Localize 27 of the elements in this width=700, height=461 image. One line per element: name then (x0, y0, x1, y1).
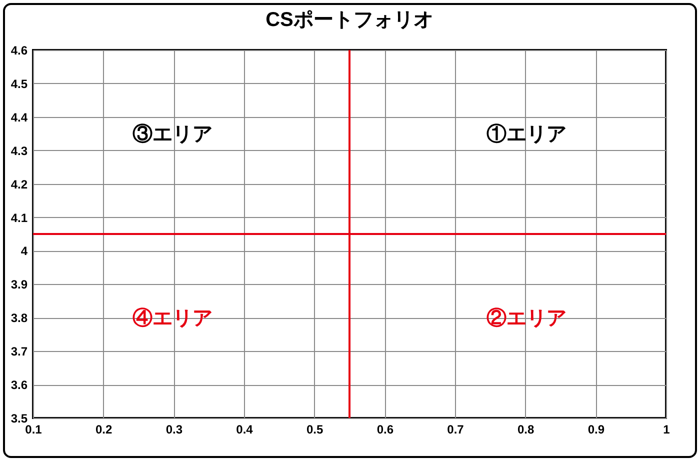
y-tick-label: 4.1 (10, 210, 28, 225)
y-tick-label: 4.5 (10, 76, 28, 91)
x-tick-label: 0.8 (517, 422, 534, 436)
y-tick-label: 4.6 (10, 44, 28, 58)
x-tick-label: 0.5 (306, 422, 324, 436)
x-tick-label: 0.4 (236, 422, 254, 436)
y-tick-label: 3.9 (10, 278, 28, 292)
y-tick-label: 4.3 (10, 144, 28, 158)
y-tick-label: 4.2 (10, 177, 28, 192)
annotation: ④エリア (132, 308, 212, 330)
annotation: ①エリア (486, 124, 567, 146)
x-tick-label: 0.9 (588, 422, 605, 436)
y-tick-label: 3.6 (10, 378, 28, 392)
x-tick-label: 0.2 (95, 422, 112, 436)
y-tick-label: 4.4 (10, 110, 28, 124)
chart-title: CSポートフォリオ (266, 9, 434, 31)
annotation: ②エリア (486, 308, 567, 330)
y-tick-label: 4 (20, 244, 28, 258)
x-tick-label: 0.6 (376, 422, 394, 436)
x-tick-label: 0.3 (166, 422, 183, 436)
y-tick-label: 3.5 (10, 412, 28, 426)
x-tick-label: 1 (663, 422, 670, 436)
x-tick-label: 0.7 (447, 422, 464, 436)
x-tick-label: 0.1 (25, 422, 42, 436)
annotation: ③エリア (132, 124, 212, 146)
y-tick-label: 3.8 (10, 311, 28, 326)
y-tick-label: 3.7 (10, 344, 28, 359)
